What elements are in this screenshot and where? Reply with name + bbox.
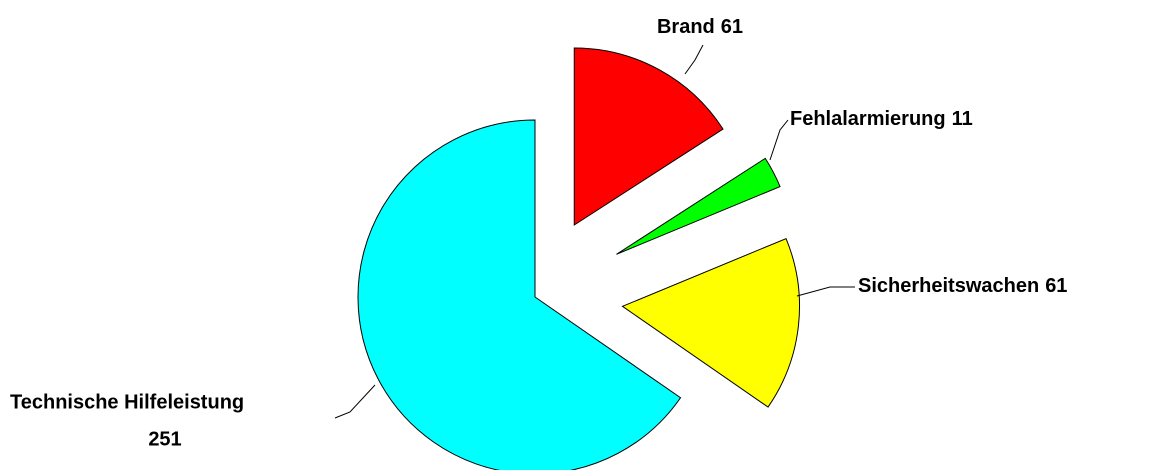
- slice-value: 11: [952, 108, 973, 130]
- leader-line: [334, 384, 376, 419]
- slice-category: Fehlalarmierung: [790, 108, 946, 130]
- leader-line: [769, 119, 789, 161]
- slice-value: 61: [1045, 275, 1067, 297]
- slice-category: Brand: [657, 16, 715, 38]
- leader-line: [684, 44, 704, 75]
- slice-label: Technische Hilfeleistung: [10, 391, 244, 413]
- slice-category: Sicherheitswachen: [858, 275, 1039, 297]
- pie-slice: [357, 119, 682, 470]
- slice-label: Sicherheitswachen 61: [858, 275, 1067, 297]
- slice-label: Fehlalarmierung 11: [790, 108, 973, 130]
- leader-line: [796, 286, 855, 297]
- slice-label: Brand 61: [657, 16, 743, 38]
- slice-value: 61: [721, 16, 743, 38]
- pie-slice: [621, 237, 800, 408]
- slice-value: 251: [148, 428, 181, 450]
- pie-slice: [573, 47, 724, 226]
- pie-slice: [616, 157, 781, 255]
